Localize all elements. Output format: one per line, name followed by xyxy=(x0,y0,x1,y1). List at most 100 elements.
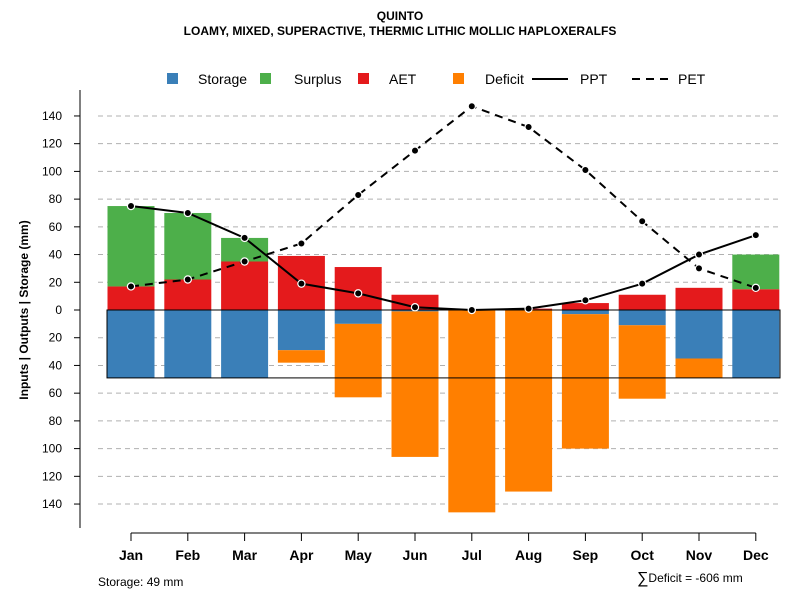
y-tick-label: 20 xyxy=(49,275,63,289)
x-tick-label: Oct xyxy=(631,547,655,563)
legend-label: AET xyxy=(389,71,417,87)
legend-swatch-storage xyxy=(167,73,178,84)
y-tick-label: 120 xyxy=(42,137,62,151)
pet-point xyxy=(297,239,306,248)
x-tick-label: Mar xyxy=(232,547,257,563)
x-tick-label: Feb xyxy=(175,547,200,563)
ppt-point xyxy=(354,289,363,298)
legend-item-deficit: Deficit xyxy=(453,71,524,87)
legend-item-storage: Storage xyxy=(167,71,247,87)
pet-point xyxy=(638,217,647,226)
y-tick-label: 80 xyxy=(49,414,63,428)
pet-point xyxy=(751,283,761,293)
x-tick-label: Jul xyxy=(462,547,482,563)
bar-storage xyxy=(561,310,609,315)
pet-point xyxy=(524,122,533,132)
bar-storage xyxy=(675,310,723,359)
ppt-line xyxy=(130,205,757,312)
bar-storage xyxy=(618,310,666,326)
legend-swatch-surplus xyxy=(260,73,271,84)
bar-storage xyxy=(277,310,325,351)
y-tick-label: 40 xyxy=(49,248,63,262)
y-tick-label: 40 xyxy=(49,358,63,372)
bar-deficit xyxy=(448,310,496,513)
y-tick-label: 100 xyxy=(42,442,62,456)
legend-label: Deficit xyxy=(485,71,524,87)
pet-point xyxy=(581,165,590,175)
legend-item-ppt: PPT xyxy=(532,71,608,87)
ppt-point xyxy=(410,303,420,312)
x-tick-label: May xyxy=(345,547,372,563)
legend-item-aet: AET xyxy=(358,71,417,87)
x-tick-label: Nov xyxy=(686,547,713,563)
deficit-total: Deficit = -606 mm xyxy=(648,571,743,585)
bar-deficit xyxy=(334,323,382,398)
y-tick-label: 20 xyxy=(49,331,63,345)
y-tick-label: 140 xyxy=(42,109,62,123)
bar-storage xyxy=(732,310,780,378)
bar-aet xyxy=(675,287,723,310)
legend-item-surplus: Surplus xyxy=(260,71,341,87)
pet-point xyxy=(183,275,192,284)
legend-item-pet: PET xyxy=(632,71,706,87)
ppt-point xyxy=(751,230,761,240)
legend-label: Storage xyxy=(198,71,247,87)
ppt-point xyxy=(240,233,249,243)
y-tick-label: 120 xyxy=(42,469,62,483)
chart-title: QUINTO xyxy=(376,9,424,23)
pet-point xyxy=(354,190,363,200)
y-tick-label: 140 xyxy=(42,497,62,511)
pet-point xyxy=(467,102,476,111)
bar-aet xyxy=(732,289,780,310)
bar-surplus xyxy=(107,206,155,287)
ppt-point xyxy=(581,296,590,305)
y-axis-label: Inputs | Outputs | Storage (mm) xyxy=(17,220,31,399)
x-tick-label: Aug xyxy=(515,547,542,563)
storage-footnote: Storage: 49 mm xyxy=(98,575,184,589)
bar-aet xyxy=(391,294,439,310)
pet-point xyxy=(694,264,704,273)
bar-deficit xyxy=(505,310,553,492)
legend-label: PPT xyxy=(580,71,608,87)
y-tick-label: 60 xyxy=(49,220,63,234)
storage-capacity-box xyxy=(106,309,781,379)
ppt-point xyxy=(638,279,647,288)
bar-aet xyxy=(334,267,382,310)
bar-storage xyxy=(107,310,155,378)
bar-aet xyxy=(618,294,666,310)
bar-aet xyxy=(107,286,155,310)
x-tick-label: Dec xyxy=(743,547,769,563)
y-tick-label: 100 xyxy=(42,164,62,178)
ppt-point xyxy=(467,305,476,315)
ppt-point xyxy=(126,201,136,211)
x-tick-label: Jun xyxy=(403,547,428,563)
ppt-point xyxy=(524,304,533,313)
ppt-point xyxy=(297,279,306,288)
legend-label: Surplus xyxy=(294,71,341,87)
ppt-point xyxy=(694,250,704,259)
bar-storage xyxy=(221,310,269,378)
bar-surplus xyxy=(221,237,269,262)
pet-point xyxy=(240,257,249,266)
bar-aet xyxy=(164,279,212,310)
y-tick-label: 80 xyxy=(49,192,63,206)
x-tick-label: Jan xyxy=(119,547,143,563)
y-tick-label: 60 xyxy=(49,386,63,400)
pet-point xyxy=(126,282,136,291)
x-tick-label: Apr xyxy=(289,547,314,563)
bar-deficit xyxy=(561,314,609,449)
bar-deficit xyxy=(675,358,723,378)
sigma-symbol: ∑ xyxy=(637,570,649,587)
legend-swatch-aet xyxy=(358,73,369,84)
bar-deficit xyxy=(618,325,666,399)
legend-swatch-deficit xyxy=(453,73,464,84)
bar-deficit xyxy=(277,350,325,363)
bar-aet xyxy=(561,303,609,310)
bar-aet xyxy=(221,261,269,310)
legend-label: PET xyxy=(678,71,706,87)
bar-deficit xyxy=(391,311,439,457)
y-tick-label: 0 xyxy=(55,303,62,317)
chart-subtitle: LOAMY, MIXED, SUPERACTIVE, THERMIC LITHI… xyxy=(183,24,617,38)
deficit-footnote: ∑Deficit = -606 mm xyxy=(637,570,743,588)
